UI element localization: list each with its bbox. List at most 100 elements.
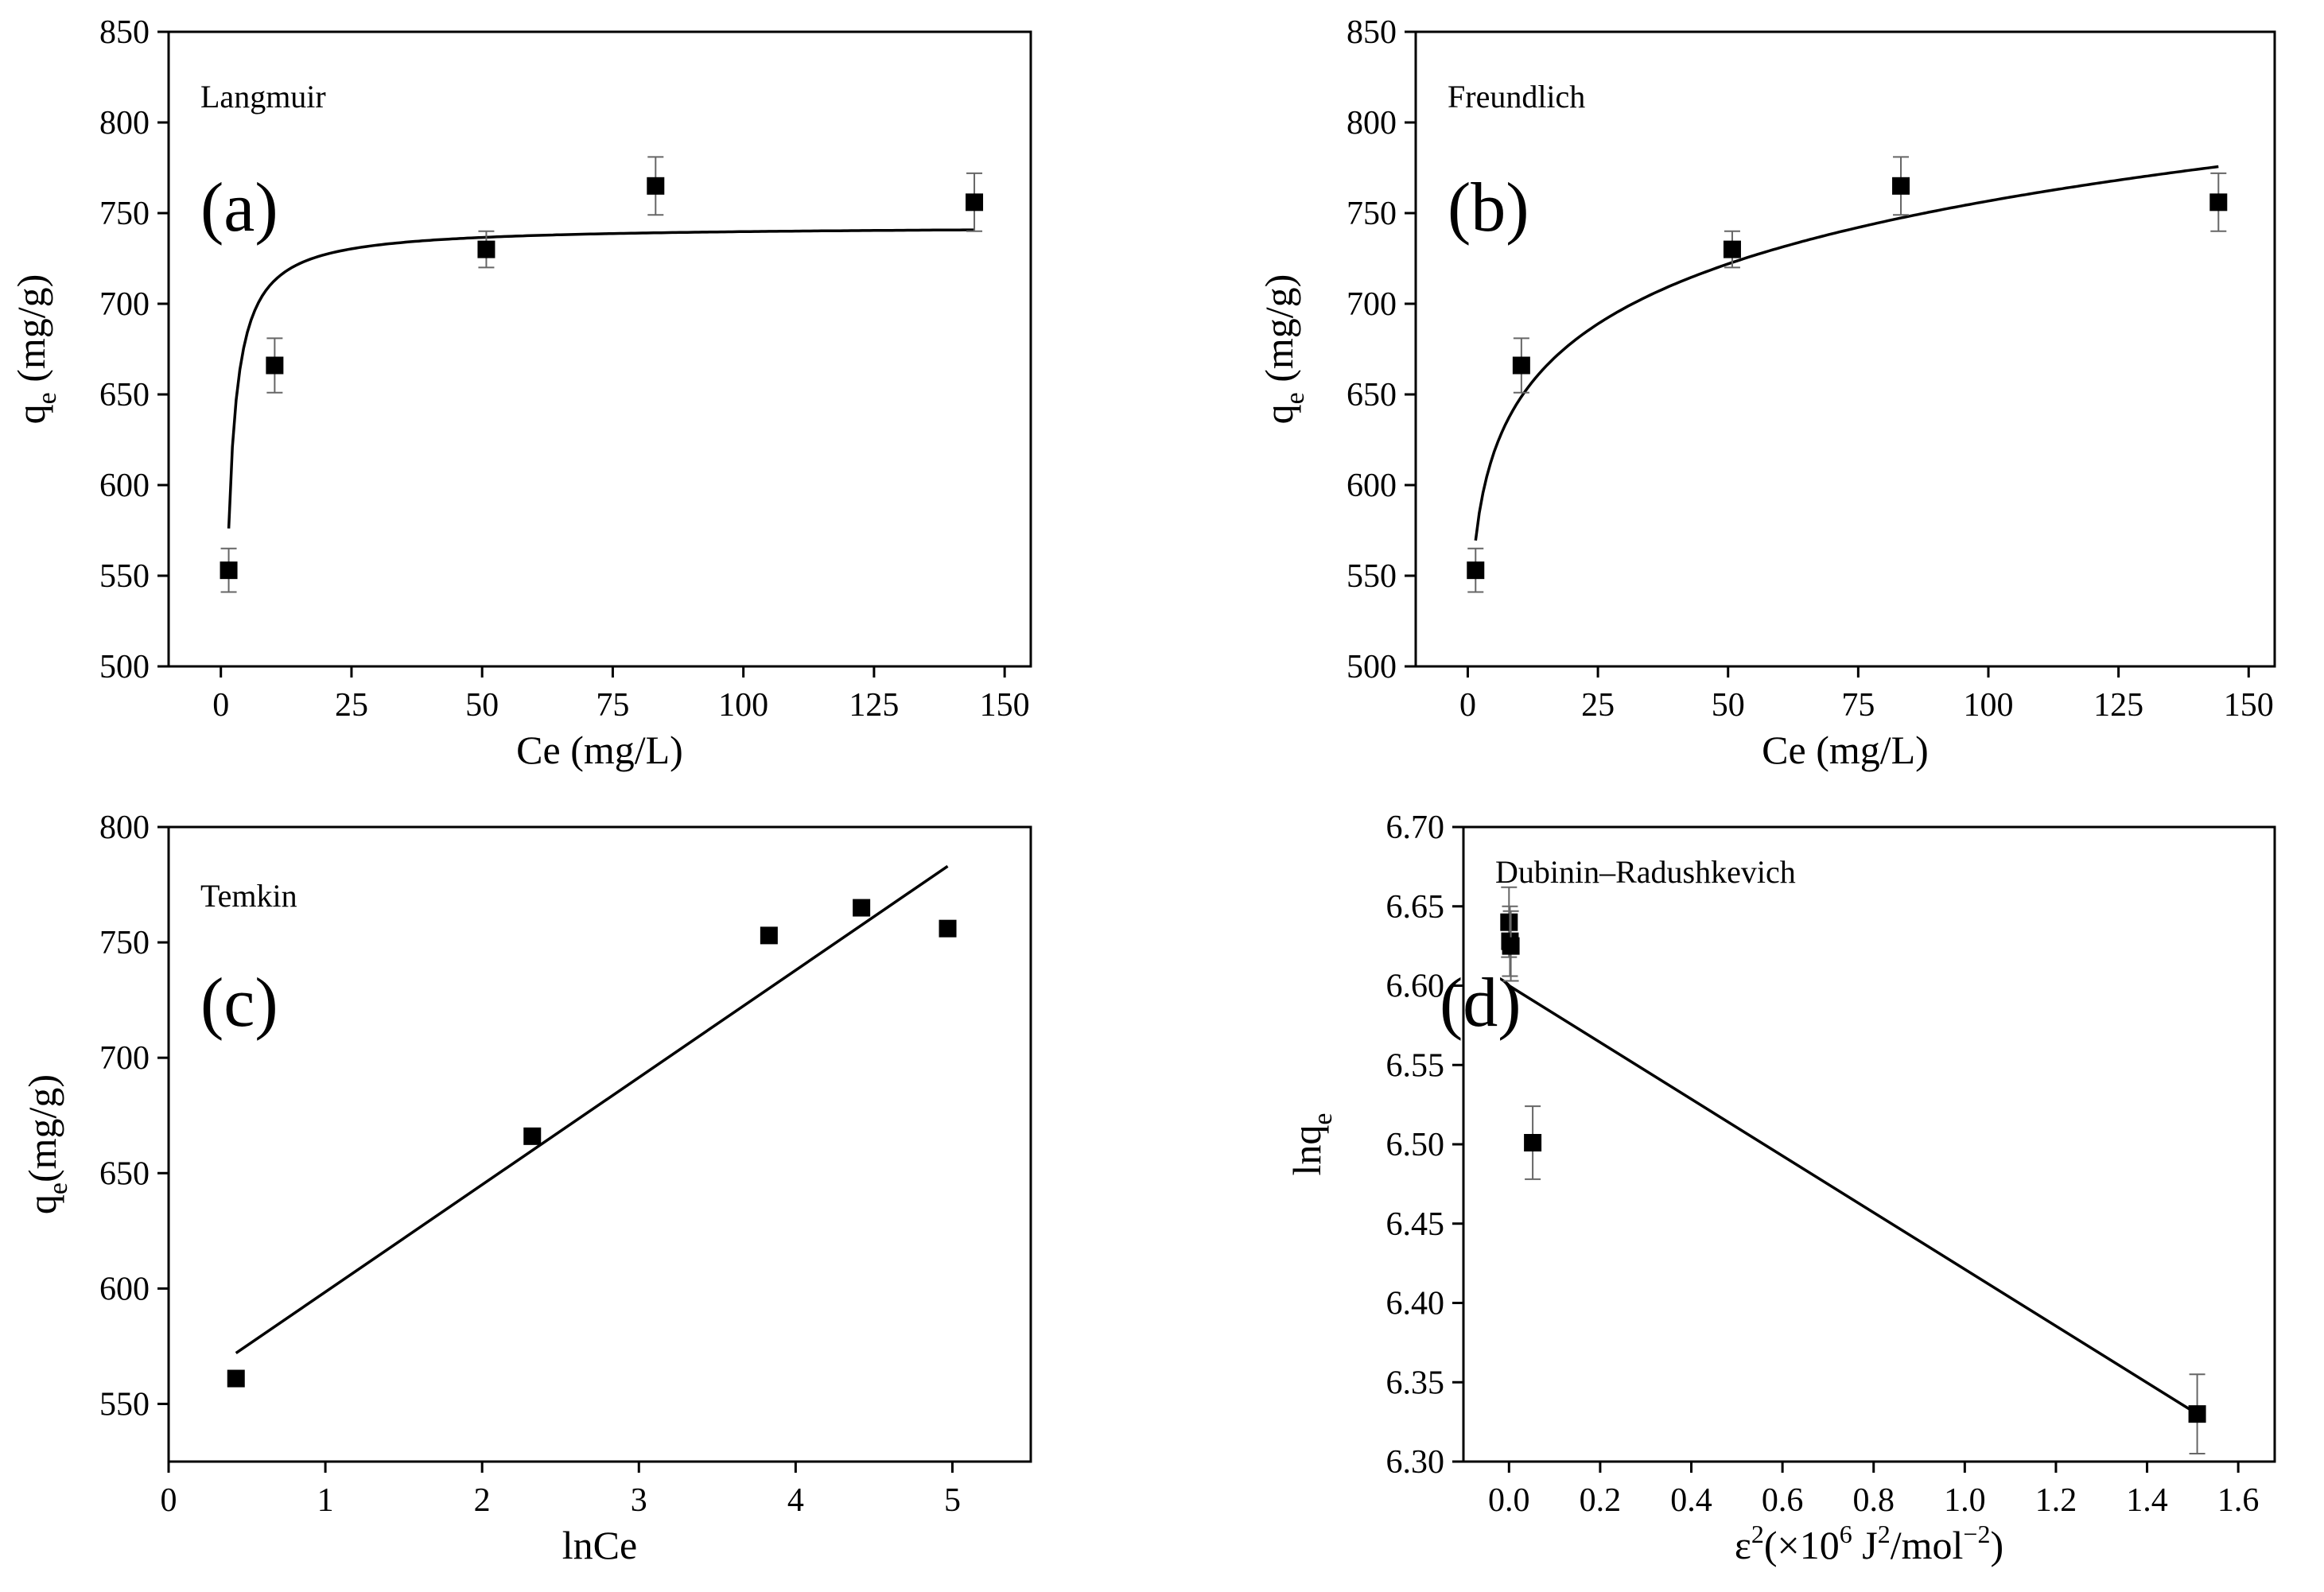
x-tick-label: 5: [944, 1482, 961, 1519]
y-tick-label: 850: [99, 14, 150, 51]
x-tick-label: 1.6: [2217, 1482, 2260, 1519]
data-point: [227, 1369, 245, 1388]
y-axis-title: qe (mg/g): [1257, 274, 1310, 425]
x-tick-label: 100: [718, 687, 768, 724]
x-tick-label: 0.6: [1762, 1482, 1804, 1519]
x-axis-title: Ce (mg/L): [516, 728, 683, 772]
y-tick-label: 500: [1347, 649, 1397, 685]
y-tick-label: 700: [99, 1040, 150, 1077]
y-tick-label: 700: [1347, 286, 1397, 323]
y-tick-label: 700: [99, 286, 150, 323]
panel-letter: (c): [200, 965, 278, 1042]
y-tick-label: 650: [1347, 377, 1397, 414]
y-tick-label: 650: [99, 377, 150, 414]
fit-line: [235, 864, 949, 1355]
x-tick-label: 0: [212, 687, 229, 724]
x-tick-label: 75: [1841, 687, 1875, 724]
data-point: [1524, 1134, 1542, 1152]
x-tick-label: 50: [465, 687, 499, 724]
x-tick-label: 0.0: [1488, 1482, 1530, 1519]
data-point: [2188, 1405, 2206, 1423]
data-point: [1467, 561, 1485, 580]
data-point: [1892, 177, 1910, 195]
x-tick-label: 125: [849, 687, 899, 724]
x-axis-title: ε2(×106 J2/mol−2): [1735, 1520, 2003, 1567]
y-tick-label: 600: [1347, 468, 1397, 504]
x-tick-label: 4: [787, 1482, 804, 1519]
data-point: [939, 919, 957, 938]
x-tick-label: 150: [2224, 687, 2274, 724]
y-axis-title: qe(mg/g): [20, 1074, 73, 1214]
y-tick-label: 6.40: [1386, 1286, 1445, 1322]
x-tick-label: 0.2: [1580, 1482, 1622, 1519]
x-tick-label: 100: [1964, 687, 2014, 724]
data-point: [1500, 913, 1518, 931]
x-tick-label: 125: [2093, 687, 2143, 724]
y-tick-label: 6.45: [1386, 1206, 1445, 1243]
x-tick-label: 0: [1459, 687, 1476, 724]
x-tick-label: 1.2: [2035, 1482, 2077, 1519]
model-label: Temkin: [200, 878, 297, 914]
plot-frame: [1414, 30, 2276, 668]
data-point: [220, 561, 238, 580]
y-tick-label: 850: [1347, 14, 1397, 51]
y-tick-label: 6.30: [1386, 1444, 1445, 1481]
y-tick-label: 6.35: [1386, 1365, 1445, 1401]
model-label: Freundlich: [1448, 79, 1585, 115]
plot-frame: [167, 30, 1032, 668]
panel-letter: (d): [1440, 965, 1521, 1042]
data-point: [966, 193, 984, 212]
chart-panel-a: 0 25 50 75 100 125 150 500 550 600 650 700 750 800 850…: [9, 14, 1032, 772]
data-point: [1512, 356, 1530, 375]
data-point: [647, 177, 665, 195]
fit-line: [227, 228, 974, 529]
panel-letter: (a): [200, 169, 278, 247]
fit-line: [1474, 165, 2219, 541]
x-tick-label: 25: [335, 687, 368, 724]
data-point: [1502, 937, 1520, 955]
fit-line: [1508, 984, 2198, 1415]
y-tick-label: 750: [99, 925, 150, 961]
y-tick-label: 750: [1347, 196, 1397, 232]
x-tick-label: 0: [161, 1482, 177, 1519]
x-tick-label: 2: [474, 1482, 491, 1519]
data-point: [760, 926, 778, 945]
x-tick-label: 25: [1581, 687, 1615, 724]
x-tick-label: 150: [980, 687, 1030, 724]
chart-panel-d: 0.0 0.2 0.4 0.6 0.8 1.0 1.2 1.4 1.6 6.30 6.35 6.40 6…: [1284, 810, 2276, 1567]
x-axis-title: Ce (mg/L): [1762, 728, 1929, 772]
model-label: Dubinin–Radushkevich: [1495, 854, 1796, 890]
x-tick-label: 75: [596, 687, 629, 724]
y-tick-label: 800: [1347, 105, 1397, 142]
y-tick-label: 6.55: [1386, 1047, 1445, 1084]
chart-panel-c: 0 1 2 3 4 5 550 600 650 700 750 800 lnCe qe(mg/g) Temk…: [20, 810, 1032, 1567]
panel-letter: (b): [1448, 169, 1529, 247]
y-tick-label: 6.60: [1386, 969, 1445, 1005]
x-tick-label: 50: [1712, 687, 1745, 724]
x-tick-label: 1.0: [1944, 1482, 1986, 1519]
y-tick-label: 800: [99, 810, 150, 846]
y-tick-label: 550: [99, 558, 150, 595]
chart-panel-b: 0 25 50 75 100 125 150 500 550 600 650 700 750 800 850…: [1257, 14, 2276, 772]
plot-frame: [1462, 825, 2276, 1463]
x-tick-label: 0.4: [1670, 1482, 1712, 1519]
y-tick-label: 650: [99, 1155, 150, 1192]
y-tick-label: 6.65: [1386, 889, 1445, 926]
y-tick-label: 550: [99, 1386, 150, 1423]
data-point: [266, 356, 284, 375]
y-tick-label: 600: [99, 468, 150, 504]
y-tick-label: 800: [99, 105, 150, 142]
y-tick-label: 6.50: [1386, 1127, 1445, 1163]
y-tick-label: 550: [1347, 558, 1397, 595]
x-tick-label: 3: [631, 1482, 647, 1519]
plot-frame: [167, 825, 1032, 1463]
data-point: [1723, 240, 1741, 258]
data-point: [2209, 193, 2228, 212]
y-axis-title: qe (mg/g): [9, 274, 62, 425]
y-tick-label: 600: [99, 1271, 150, 1307]
data-point: [523, 1127, 542, 1145]
x-tick-label: 0.8: [1852, 1482, 1895, 1519]
x-tick-label: 1.4: [2126, 1482, 2168, 1519]
y-axis-title: lnqe: [1284, 1113, 1338, 1176]
